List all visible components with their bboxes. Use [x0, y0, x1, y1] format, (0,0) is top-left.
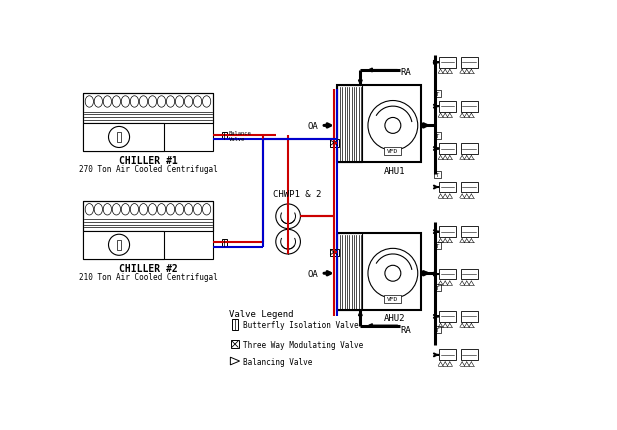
Bar — [439, 311, 456, 322]
Text: VFD: VFD — [387, 149, 399, 154]
Circle shape — [276, 230, 300, 255]
Bar — [434, 91, 441, 98]
Bar — [439, 350, 456, 360]
Bar — [439, 227, 456, 237]
Bar — [222, 240, 226, 247]
Text: VFD: VFD — [387, 296, 399, 301]
Text: T: T — [436, 243, 439, 248]
Bar — [329, 249, 339, 257]
Text: AHU1: AHU1 — [383, 166, 405, 175]
Bar — [434, 133, 441, 140]
Text: OA: OA — [307, 122, 318, 131]
Bar — [83, 124, 164, 151]
Text: T: T — [436, 286, 439, 290]
Bar — [384, 295, 401, 303]
Text: RA: RA — [400, 325, 411, 334]
Bar — [231, 341, 239, 348]
Bar — [337, 86, 362, 163]
Text: OA: OA — [307, 269, 318, 278]
Circle shape — [109, 235, 130, 256]
Bar — [329, 140, 339, 147]
Bar — [460, 269, 478, 280]
Bar — [384, 147, 401, 155]
Bar — [337, 233, 421, 310]
Bar — [439, 101, 456, 112]
Text: Balancing Valve: Balancing Valve — [242, 357, 312, 366]
Bar — [83, 94, 213, 124]
Text: CHILLER #1: CHILLER #1 — [118, 156, 177, 166]
Text: T: T — [436, 134, 439, 139]
Text: Balance
Valve: Balance Valve — [229, 131, 252, 141]
Bar — [460, 311, 478, 322]
Bar — [83, 94, 213, 151]
Text: RA: RA — [400, 68, 411, 77]
Bar — [460, 182, 478, 193]
Bar — [434, 327, 441, 334]
Bar — [460, 58, 478, 68]
Text: CHWP1 & 2: CHWP1 & 2 — [273, 189, 321, 198]
Text: Three Way Modulating Valve: Three Way Modulating Valve — [242, 340, 363, 349]
Bar — [439, 182, 456, 193]
Bar — [117, 240, 122, 250]
Bar — [439, 58, 456, 68]
Bar — [434, 172, 441, 178]
Bar — [83, 231, 164, 259]
Bar — [222, 132, 226, 139]
Text: 210 Ton Air Cooled Centrifugal: 210 Ton Air Cooled Centrifugal — [78, 272, 217, 281]
Circle shape — [276, 205, 300, 229]
Text: AHU2: AHU2 — [383, 313, 405, 322]
Bar — [460, 101, 478, 112]
Bar — [117, 133, 122, 142]
Bar — [232, 320, 238, 331]
Bar — [83, 201, 213, 231]
Bar — [460, 144, 478, 154]
Text: Valve Legend: Valve Legend — [229, 309, 293, 318]
Bar — [434, 242, 441, 249]
Circle shape — [368, 249, 418, 298]
Text: T: T — [436, 172, 439, 178]
Text: CHILLER #2: CHILLER #2 — [118, 263, 177, 273]
Bar — [460, 227, 478, 237]
Circle shape — [368, 101, 418, 151]
Bar — [83, 201, 213, 259]
Bar — [439, 144, 456, 154]
Circle shape — [109, 127, 130, 148]
Bar — [337, 233, 362, 310]
Bar — [337, 86, 421, 163]
Text: 270 Ton Air Cooled Centrifugal: 270 Ton Air Cooled Centrifugal — [78, 165, 217, 174]
Bar — [434, 284, 441, 291]
Bar — [439, 269, 456, 280]
Text: T: T — [436, 92, 439, 97]
Text: Butterfly Isolation Valve: Butterfly Isolation Valve — [242, 321, 358, 329]
Bar — [460, 350, 478, 360]
Text: T: T — [436, 328, 439, 332]
